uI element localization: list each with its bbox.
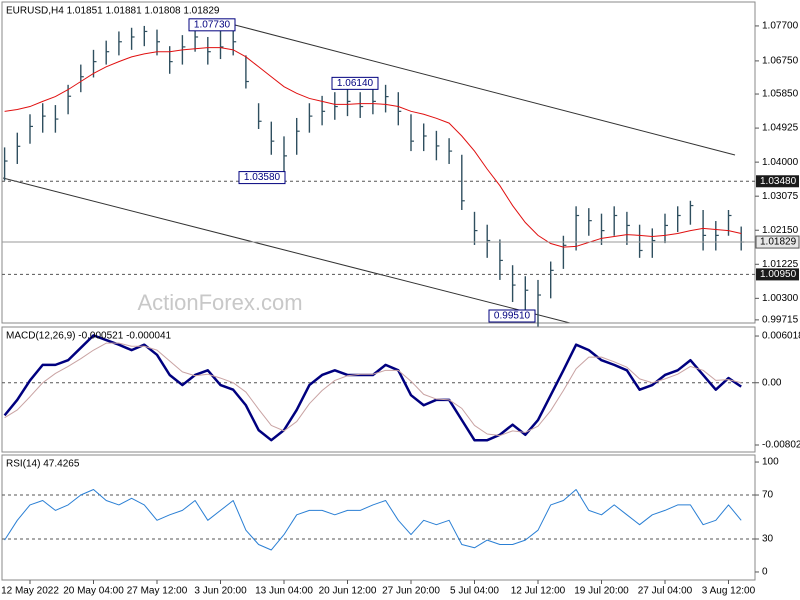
x-tick-label: 3 Aug 12:00 [702,586,756,597]
y-tick-label: -0.00802 [762,440,800,451]
last-price-box [755,235,800,249]
annotation-label: 1.06140 [337,78,374,89]
y-tick-label: 0 [762,567,768,578]
level-label: 1.00950 [760,269,797,280]
moving-average [4,47,742,248]
x-tick-label: 5 Jul 04:00 [450,586,499,597]
y-tick-label: 1.00300 [762,293,799,304]
annotation-box [238,171,286,185]
panel-border [1,326,756,453]
y-tick-label: 1.06750 [762,56,799,67]
x-tick-label: 27 Jun 20:00 [382,586,440,597]
last-price-label: 1.01829 [760,237,797,248]
annotation-box [488,309,536,323]
level-label: 1.03480 [760,176,797,187]
y-tick-label: 0.00 [762,377,782,388]
watermark: ActionForex.com [137,290,302,315]
x-tick-label: 12 Jul 12:00 [511,586,566,597]
y-tick-label: 100 [762,457,779,468]
x-tick-label: 13 Jun 04:00 [255,586,313,597]
y-tick-label: 1.03075 [762,191,799,202]
y-tick-label: 1.01225 [762,259,799,270]
y-tick-label: 1.04000 [762,157,799,168]
y-tick-label: 1.02150 [762,225,799,236]
x-tick-label: 27 Jul 04:00 [638,586,693,597]
y-tick-label: 1.04925 [762,123,799,134]
x-tick-label: 20 May 04:00 [63,586,124,597]
trend-line [2,177,571,324]
annotation-box [188,18,236,32]
level-box [756,175,799,188]
y-tick-label: 0.99715 [762,315,799,326]
indicator-line [3,334,742,442]
x-tick-label: 27 May 12:00 [127,586,188,597]
panel-title: MACD(12,26,9) -0.000521 -0.000041 [6,331,172,342]
annotation-label: 0.99510 [494,311,531,322]
y-tick-label: 0.006018 [762,331,800,342]
trend-line [234,24,736,156]
indicator-line [4,342,742,437]
x-tick-label: 20 Jun 12:00 [319,586,377,597]
annotation-label: 1.03580 [244,172,281,183]
annotation-box [331,76,379,90]
y-tick-label: 1.05850 [762,89,799,100]
y-tick-label: 30 [762,534,774,545]
panel-title: EURUSD,H4 1.01851 1.01881 1.01808 1.0182… [6,6,220,17]
x-tick-label: 19 Jul 20:00 [574,586,629,597]
x-tick-label: 3 Jun 20:00 [194,586,247,597]
y-tick-label: 1.07700 [762,21,799,32]
x-tick-label: 12 May 2022 [1,586,59,597]
panel-title: RSI(14) 47.4265 [6,459,80,470]
level-box [756,268,799,281]
y-tick-label: 70 [762,490,774,501]
indicator-line [4,489,742,551]
annotation-label: 1.07730 [194,19,231,30]
panel-border [1,454,756,581]
